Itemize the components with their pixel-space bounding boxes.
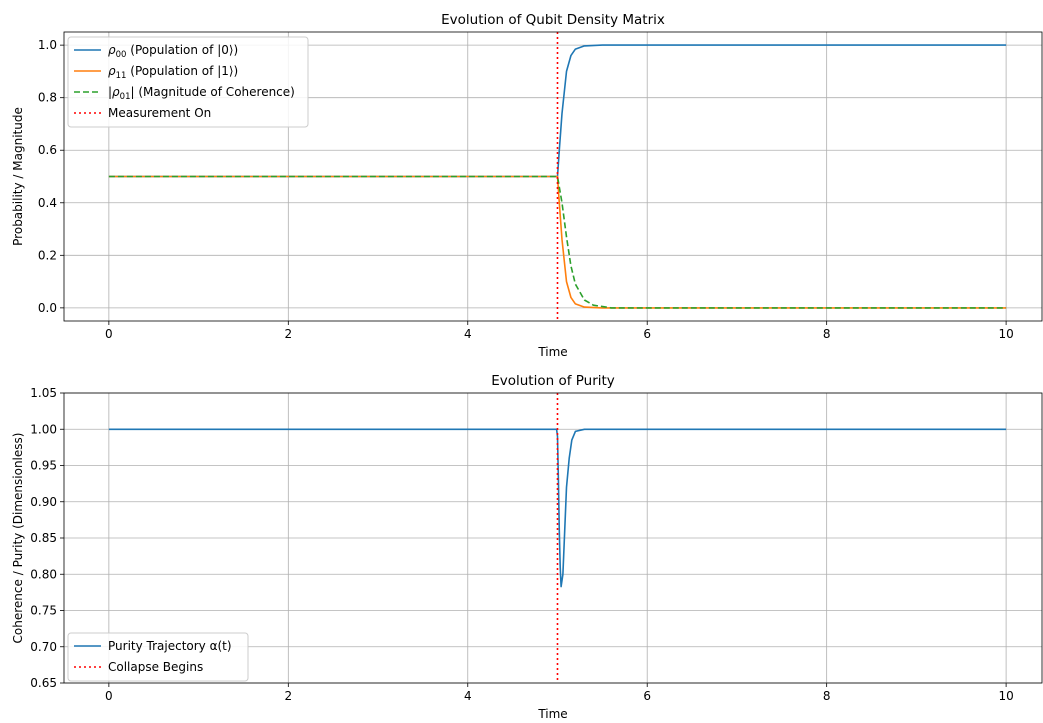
x-tick-label: 0 <box>105 689 113 703</box>
x-tick-label: 6 <box>643 689 651 703</box>
y-tick-label: 1.00 <box>30 422 57 436</box>
chart-title: Evolution of Purity <box>491 373 615 389</box>
y-tick-label: 0.80 <box>30 567 57 581</box>
x-axis-label: Time <box>537 707 567 721</box>
x-tick-label: 8 <box>823 689 831 703</box>
x-tick-label: 6 <box>643 327 651 341</box>
subplot-2: 0 2 4 6 8 10 0.65 0.70 0.75 0.80 0.85 0.90 0.95 1.00 1… <box>11 373 1043 721</box>
y-tick-label: 0.0 <box>38 301 57 315</box>
legend-box <box>67 632 249 682</box>
y-tick-label: 0.95 <box>30 459 57 473</box>
legend-label: Purity Trajectory α(t) <box>108 639 232 653</box>
legend-box <box>67 36 309 128</box>
y-tick-label: 0.85 <box>30 531 57 545</box>
y-tick-label: 0.90 <box>30 495 57 509</box>
x-tick-label: 0 <box>105 327 113 341</box>
axes-frame <box>63 31 1043 322</box>
x-axis-label: Time <box>537 345 567 359</box>
y-tick-label: 1.05 <box>30 386 57 400</box>
legend-label: Measurement On <box>108 106 211 120</box>
series-line <box>108 428 1007 588</box>
x-tick-label: 10 <box>998 327 1013 341</box>
legend: ρ00 (Population of |0⟩) ρ11 (Population o… <box>67 36 309 128</box>
series-line <box>108 175 1007 309</box>
legend-label: |ρ01| (Magnitude of Coherence) <box>108 85 295 102</box>
y-tick-label: 0.2 <box>38 248 57 262</box>
chart-title: Evolution of Qubit Density Matrix <box>441 12 665 28</box>
x-tick-label: 10 <box>998 689 1013 703</box>
legend: Purity Trajectory α(t) Collapse Begins <box>67 632 249 682</box>
y-tick-label: 0.4 <box>38 196 57 210</box>
x-tick-label: 4 <box>464 689 472 703</box>
legend-label: Collapse Begins <box>108 660 203 674</box>
legend-label: ρ11 (Population of |1⟩) <box>108 64 238 81</box>
y-axis-label: Coherence / Purity (Dimensionless) <box>11 433 25 644</box>
y-axis-label: Probability / Magnitude <box>11 107 25 246</box>
legend-label: ρ00 (Population of |0⟩) <box>108 43 238 60</box>
x-tick-label: 8 <box>823 327 831 341</box>
y-tick-label: 1.0 <box>38 38 57 52</box>
y-tick-label: 0.8 <box>38 91 57 105</box>
x-tick-label: 2 <box>284 689 292 703</box>
y-tick-label: 0.75 <box>30 604 57 618</box>
subplot-1: 0 2 4 6 8 10 0.0 0.2 0.4 0.6 0.8 1.0 Evolution of Qu… <box>11 12 1043 359</box>
series-line <box>108 175 1007 309</box>
x-tick-label: 4 <box>464 327 472 341</box>
y-tick-label: 0.65 <box>30 676 57 690</box>
x-tick-label: 2 <box>284 327 292 341</box>
y-tick-label: 0.6 <box>38 143 57 157</box>
series-line <box>108 44 1007 178</box>
axes-frame <box>63 392 1043 684</box>
y-tick-label: 0.70 <box>30 640 57 654</box>
